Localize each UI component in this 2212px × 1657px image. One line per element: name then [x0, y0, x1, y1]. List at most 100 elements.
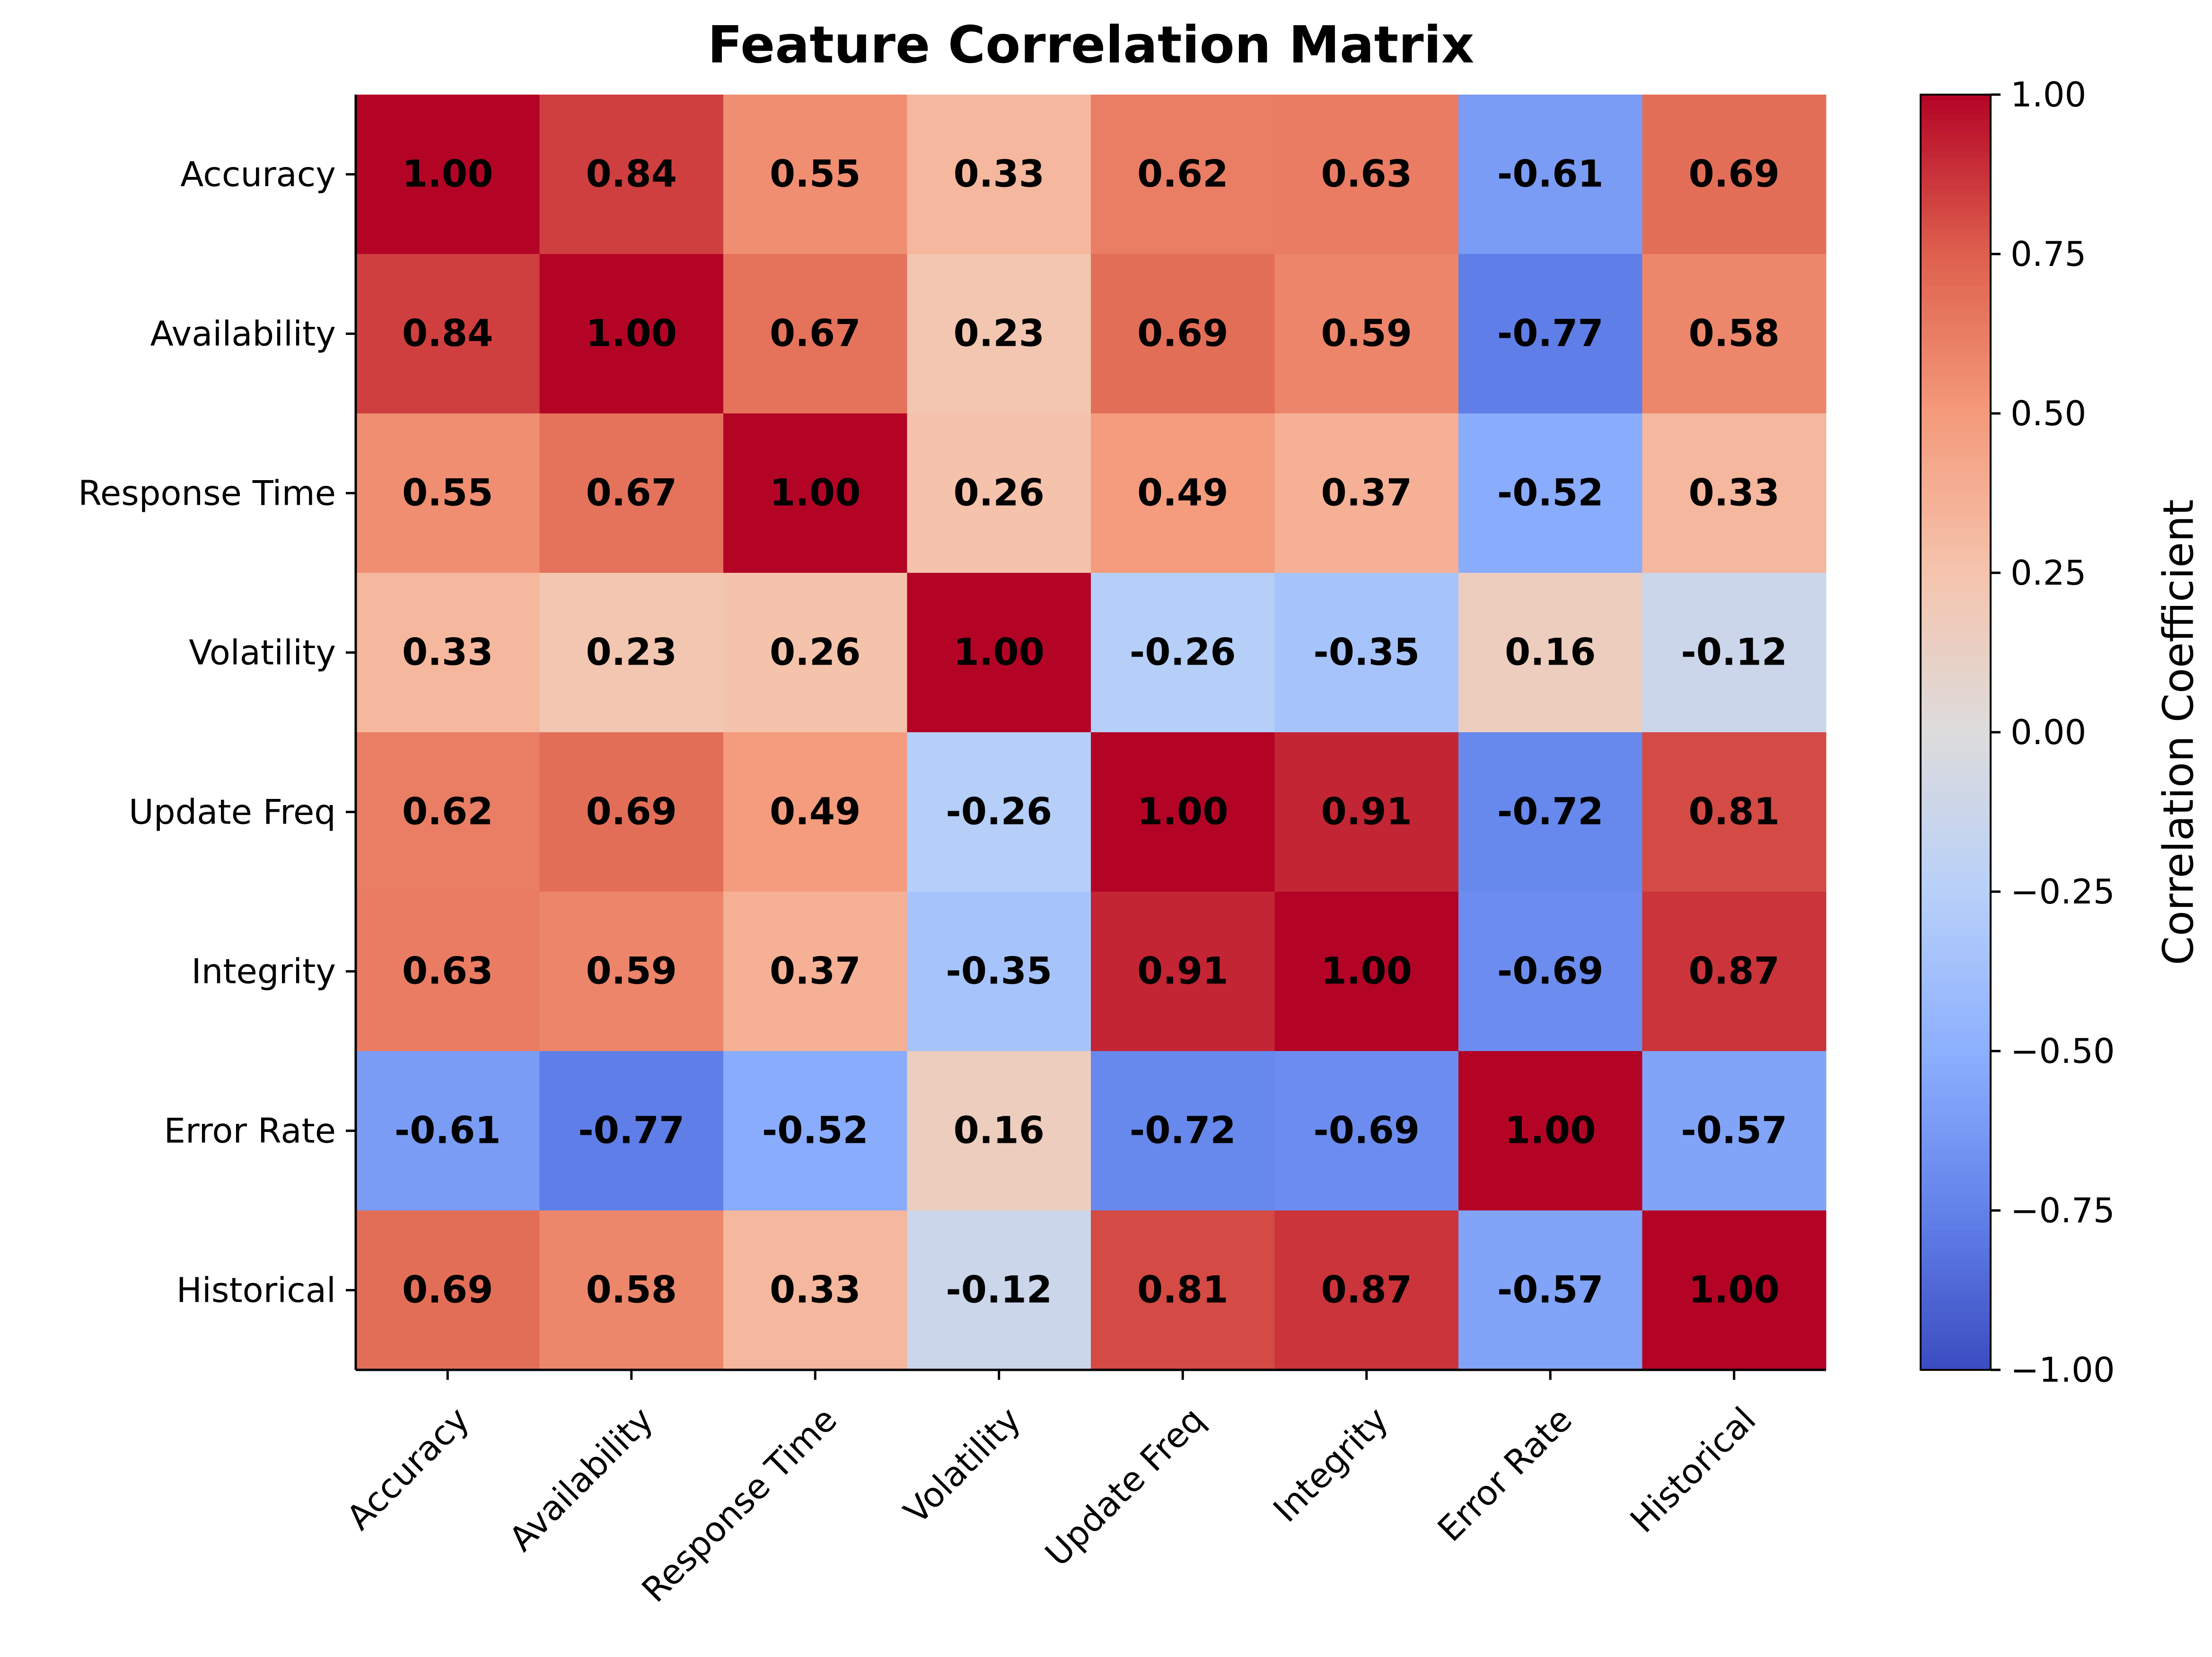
- colorbar-gradient-step: [1921, 777, 1991, 784]
- colorbar-gradient-step: [1921, 617, 1991, 624]
- colorbar-gradient-step: [1921, 1306, 1991, 1313]
- colorbar-gradient-step: [1921, 152, 1991, 159]
- colorbar-gradient-step: [1921, 1159, 1991, 1166]
- colorbar-tick-label: 0.50: [2010, 394, 2086, 433]
- colorbar-gradient-step: [1921, 853, 1991, 860]
- heatmap-cell: [907, 1210, 1091, 1370]
- y-tick-label: Volatility: [189, 633, 336, 673]
- colorbar-gradient-step: [1921, 1121, 1991, 1128]
- colorbar-gradient-step: [1921, 866, 1991, 873]
- colorbar-gradient-step: [1921, 1038, 1991, 1045]
- cell-value-label: 1.00: [1137, 791, 1228, 833]
- cell-value-label: 0.33: [402, 631, 493, 674]
- colorbar-gradient-step: [1921, 598, 1991, 605]
- colorbar-gradient-step: [1921, 885, 1991, 892]
- colorbar-gradient-step: [1921, 981, 1991, 988]
- colorbar-gradient-step: [1921, 101, 1991, 108]
- colorbar-gradient-step: [1921, 789, 1991, 797]
- cell-value-label: 0.33: [1689, 472, 1780, 515]
- y-axis: Accuracy Availability Response Time Volatil…: [78, 95, 357, 1370]
- colorbar-gradient-step: [1921, 1268, 1991, 1275]
- colorbar-gradient-step: [1921, 623, 1991, 631]
- heatmap-cell: [1274, 1210, 1459, 1370]
- colorbar-gradient-step: [1921, 343, 1991, 350]
- heatmap-cell: [1274, 413, 1459, 573]
- colorbar-gradient-step: [1921, 1185, 1991, 1192]
- colorbar-gradient-step: [1921, 337, 1991, 344]
- colorbar-gradient-step: [1921, 158, 1991, 166]
- colorbar-gradient-step: [1921, 1000, 1991, 1007]
- y-tick-label: Response Time: [78, 473, 336, 513]
- cell-value-label: 0.33: [770, 1269, 860, 1312]
- heatmap-cell: [1642, 732, 1826, 892]
- heatmap-cell: [356, 254, 540, 414]
- heatmap-cell: [907, 573, 1091, 733]
- colorbar-gradient-step: [1921, 95, 1991, 102]
- colorbar-gradient-step: [1921, 1057, 1991, 1064]
- heatmap-cell: [539, 1210, 724, 1370]
- cell-value-label: 0.67: [586, 472, 677, 515]
- colorbar-tick-label: 0.00: [2010, 712, 2086, 752]
- colorbar-gradient-step: [1921, 209, 1991, 216]
- colorbar-gradient-step: [1921, 1096, 1991, 1103]
- heatmap-cell: [1091, 892, 1275, 1052]
- heatmap-cell: [1274, 1051, 1459, 1211]
- colorbar-gradient-step: [1921, 1006, 1991, 1013]
- heatmap-cell: [356, 892, 540, 1052]
- colorbar-tick-label: 1.00: [2010, 75, 2086, 114]
- colorbar-tick-label: −0.50: [2010, 1031, 2115, 1071]
- cell-value-label: 0.67: [770, 313, 860, 355]
- colorbar-gradient-step: [1921, 451, 1991, 459]
- cell-value-label: 0.58: [586, 1269, 677, 1312]
- heatmap-cell: [1642, 892, 1826, 1052]
- colorbar-gradient-step: [1921, 458, 1991, 465]
- colorbar-gradient-step: [1921, 707, 1991, 714]
- colorbar-gradient-step: [1921, 471, 1991, 478]
- colorbar-gradient-step: [1921, 573, 1991, 580]
- cell-value-label: -0.69: [1313, 1110, 1420, 1152]
- cell-value-label: -0.69: [1497, 950, 1604, 993]
- colorbar-gradient-step: [1921, 834, 1991, 841]
- colorbar-gradient-step: [1921, 828, 1991, 835]
- colorbar-gradient-step: [1921, 1248, 1991, 1256]
- colorbar-gradient-step: [1921, 962, 1991, 969]
- colorbar-gradient-step: [1921, 1332, 1991, 1339]
- heatmap-cell: [723, 413, 908, 573]
- colorbar-gradient-step: [1921, 177, 1991, 184]
- cell-value-label: 1.00: [1689, 1269, 1780, 1312]
- cell-value-label: 0.69: [1689, 153, 1780, 196]
- cell-value-label: -0.72: [1497, 791, 1604, 833]
- colorbar-gradient-step: [1921, 375, 1991, 382]
- y-tick-label: Historical: [176, 1271, 336, 1310]
- colorbar-gradient-step: [1921, 700, 1991, 707]
- heatmap-cell: [539, 892, 724, 1052]
- colorbar-gradient-step: [1921, 1051, 1991, 1058]
- cell-value-label: 1.00: [586, 313, 677, 355]
- heatmap-cell: [1458, 892, 1643, 1052]
- cell-value-label: -0.12: [1681, 631, 1787, 674]
- colorbar-gradient-step: [1921, 1026, 1991, 1033]
- colorbar-tick-label: 0.75: [2010, 234, 2086, 274]
- colorbar-gradient-step: [1921, 388, 1991, 395]
- colorbar-gradient-step: [1921, 949, 1991, 956]
- colorbar-gradient-step: [1921, 254, 1991, 261]
- colorbar-gradient-step: [1921, 1338, 1991, 1345]
- cell-value-label: 0.58: [1689, 313, 1780, 355]
- colorbar-gradient-step: [1921, 1089, 1991, 1096]
- cell-value-label: 1.00: [1321, 950, 1412, 993]
- colorbar-gradient-step: [1921, 929, 1991, 937]
- cell-value-label: 0.87: [1321, 1269, 1412, 1312]
- colorbar-gradient-step: [1921, 522, 1991, 529]
- cell-value-label: 0.63: [402, 950, 493, 993]
- heatmap-cell: [1274, 573, 1459, 733]
- cell-value-label: 0.69: [402, 1269, 493, 1312]
- heatmap-cell: [539, 573, 724, 733]
- heatmap-cell: [1091, 732, 1275, 892]
- colorbar-gradient-step: [1921, 1140, 1991, 1147]
- heatmap-cell: [1091, 1051, 1275, 1211]
- colorbar-gradient-step: [1921, 553, 1991, 561]
- colorbar-gradient-step: [1921, 222, 1991, 229]
- colorbar-gradient-step: [1921, 502, 1991, 509]
- colorbar-gradient-step: [1921, 1153, 1991, 1160]
- heatmap-cell: [1458, 413, 1643, 573]
